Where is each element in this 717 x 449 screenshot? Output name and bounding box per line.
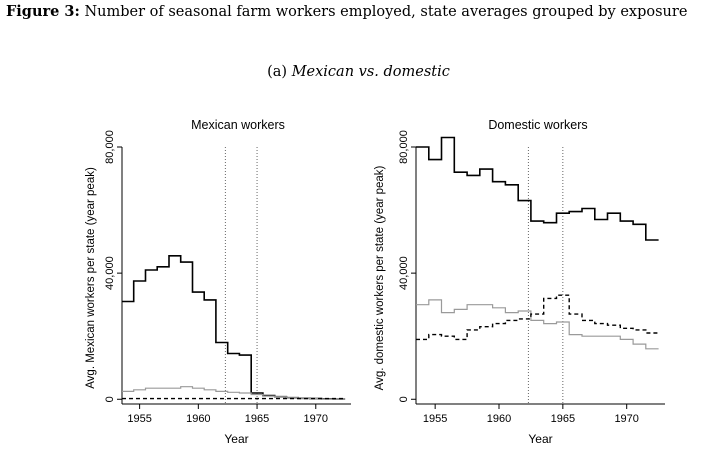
x-tick-label: 1970 <box>614 413 638 425</box>
x-tick-label: 1955 <box>127 413 151 425</box>
x-axis-label: Year <box>528 432 552 446</box>
series-line-dashed-black <box>416 294 659 341</box>
y-tick-label: 80,000 <box>398 130 410 164</box>
subcaption: (a) Mexican vs. domestic <box>0 64 717 80</box>
subcaption-title: Mexican vs. domestic <box>291 64 450 80</box>
y-axis-label: Avg. Mexican workers per state (year pea… <box>85 167 97 389</box>
panel-title: Domestic workers <box>488 118 587 132</box>
series-line-solid-black <box>122 255 346 400</box>
x-tick-label: 1955 <box>423 413 447 425</box>
x-axis-label: Year <box>224 432 248 446</box>
x-tick-label: 1960 <box>186 413 210 425</box>
figure-title: Figure 3: Number of seasonal farm worker… <box>6 3 717 20</box>
series-line-solid-gray <box>416 299 659 350</box>
y-axis-label: Avg. domestic workers per state (year pe… <box>374 165 386 390</box>
subcaption-prefix: (a) <box>267 64 288 80</box>
y-tick-label: 0 <box>104 396 116 402</box>
y-tick-label: 40,000 <box>398 256 410 290</box>
figure-label: Figure 3: <box>6 3 80 20</box>
panel-title: Mexican workers <box>191 118 285 132</box>
y-tick-label: 80,000 <box>104 130 116 164</box>
y-tick-label: 40,000 <box>104 256 116 290</box>
series-line-solid-gray <box>122 386 346 400</box>
y-tick-label: 0 <box>398 396 410 402</box>
series-line-solid-black <box>416 136 659 241</box>
x-tick-label: 1965 <box>551 413 575 425</box>
x-tick-label: 1965 <box>245 413 269 425</box>
x-tick-label: 1970 <box>304 413 328 425</box>
x-tick-label: 1960 <box>487 413 511 425</box>
figure-title-text: Number of seasonal farm workers employed… <box>84 4 688 20</box>
